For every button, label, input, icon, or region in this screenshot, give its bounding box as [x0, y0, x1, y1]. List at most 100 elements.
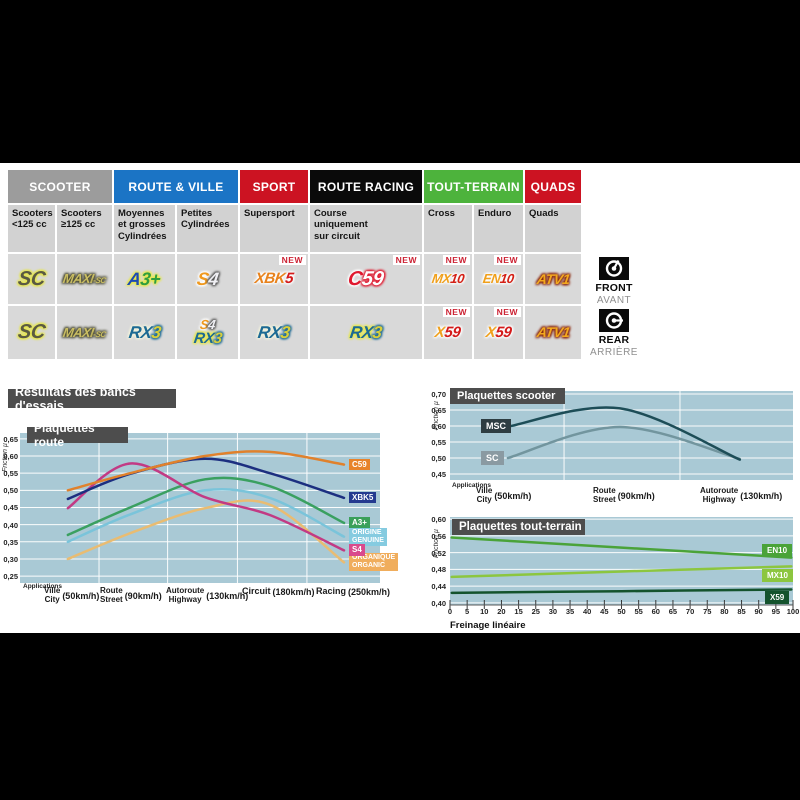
avant-label: AVANT — [596, 295, 632, 306]
product-cell-atv1: ATV1 — [525, 254, 581, 304]
new-badge: NEW — [493, 307, 521, 317]
new-badge: NEW — [442, 307, 470, 317]
x-station-en: Highway — [168, 594, 202, 604]
new-badge: NEW — [493, 255, 521, 265]
x-tick-label: 25 — [531, 607, 540, 616]
x-tick-label: 95 — [771, 607, 781, 616]
product-cell-s4-rx3: S4 RX3 — [177, 306, 238, 359]
table-subheader-6: Cross — [424, 205, 472, 252]
subheader-line: Cross — [428, 208, 455, 219]
logo-text: 59 — [494, 323, 513, 341]
subheader-line: et grosses — [118, 219, 166, 231]
y-tick-label: 0,65 — [431, 406, 446, 415]
y-tick-label: 0,55 — [3, 469, 18, 479]
product-cell-mx10: MX10 NEW — [424, 254, 472, 304]
rear-brake-icon — [599, 309, 629, 332]
x-station-fr: Ville — [476, 486, 493, 495]
product-cell-x59: X59 NEW — [474, 306, 523, 359]
logo-text: 10 — [499, 271, 515, 287]
x-station-fr: Autoroute — [700, 486, 739, 495]
series-line-en10 — [450, 536, 793, 559]
series-label-a3-: A3+ — [349, 516, 370, 529]
friction-axis-label: Friction µ — [2, 443, 9, 472]
logo-text: 3 — [212, 330, 223, 348]
product-logo-rx3: RX3 — [348, 322, 383, 342]
x-station-speed: (50km/h) — [62, 590, 100, 601]
y-tick-label: 0,35 — [3, 537, 18, 547]
product-logo-s4-rx3: RX3 — [192, 330, 223, 348]
chart-title-bar-plaquettes-route: Plaquettes route — [27, 421, 128, 449]
y-tick-label: 0,60 — [431, 515, 446, 525]
product-logo-xbk5: XBK5 — [254, 270, 294, 287]
logo-text: MAXI — [62, 324, 95, 340]
table-subheader-8: Quads — [525, 205, 581, 252]
x-tick-label: 5 — [465, 607, 470, 616]
results-title-bar: Résultats des bancs d'essais — [8, 385, 176, 413]
rear-label: REAR — [598, 334, 630, 346]
x-station-label: Racing (250km/h) — [316, 586, 390, 597]
table-group-label: QUADS — [530, 179, 576, 194]
subheader-line: Petites — [181, 208, 213, 219]
x-station-label: Route Street (90km/h) — [100, 586, 162, 604]
series-label-line: GENUINE — [352, 536, 384, 544]
series-label-s4: S4 — [349, 544, 365, 556]
logo-text: 3+ — [139, 268, 162, 289]
x-axis-label: Freinage linéaire — [450, 620, 526, 631]
x-station-names: Route Street — [100, 586, 123, 604]
series-label-line: SC — [486, 453, 499, 463]
x-station-en: City — [476, 494, 492, 504]
y-tick-label: 0,56 — [431, 531, 446, 541]
logo-text: RX — [348, 322, 375, 342]
x-station-fr: Route — [100, 586, 123, 595]
subheader-line: Scooters — [61, 208, 102, 219]
chart-title: Plaquettes scooter — [457, 390, 556, 402]
y-tick-label: 0,50 — [3, 486, 18, 496]
product-cell-maxi-sc: MAXI-SC — [57, 254, 112, 304]
subheader-line: Moyennes — [118, 208, 165, 219]
y-tick-label: 0,50 — [431, 454, 446, 463]
series-label-c59: C59 — [349, 458, 370, 470]
table-subheader-7: Enduro — [474, 205, 523, 252]
logo-text: -SC — [92, 276, 107, 286]
logo-text: -SC — [92, 329, 107, 339]
y-tick-label: 0,70 — [431, 390, 446, 399]
series-label-line: C59 — [352, 459, 367, 469]
x-station-names: Route Street — [593, 486, 616, 504]
table-subheader-0: Scooters <125 cc — [8, 205, 55, 252]
logo-text: 59 — [443, 323, 462, 341]
x-tick-label: 45 — [600, 607, 609, 616]
x-tick-label: 70 — [685, 607, 695, 616]
series-label-line: XBK5 — [352, 492, 374, 502]
y-tick-label: 0,52 — [431, 548, 446, 558]
y-tick-label: 0,45 — [3, 503, 18, 513]
front-label: FRONT — [595, 282, 633, 294]
applications-label: Applications — [23, 583, 63, 590]
product-cell-a3-: A3+ — [114, 254, 175, 304]
table-group-label: SCOOTER — [29, 179, 91, 194]
front-axle-block: FRONT AVANT — [588, 257, 640, 306]
x-station-speed: (50km/h) — [494, 490, 532, 501]
new-badge: NEW — [392, 255, 420, 265]
series-line-a3- — [66, 476, 346, 537]
x-tick-label: 50 — [617, 607, 626, 616]
product-cell-sc: SC — [8, 254, 55, 304]
series-line-msc — [506, 406, 742, 461]
product-cell-en10: EN10 NEW — [474, 254, 523, 304]
product-logo-c59: C59 — [347, 268, 385, 290]
series-line-xbk5 — [66, 457, 346, 501]
x-station-fr: Autoroute — [166, 586, 205, 595]
logo-text: RX — [192, 330, 215, 348]
x-station-en: Highway — [702, 494, 736, 504]
product-logo-a3-: A3+ — [127, 268, 162, 289]
applications-label: Applications — [452, 482, 492, 489]
x-tick-label: 55 — [634, 607, 643, 616]
y-tick-label: 0,44 — [431, 582, 446, 592]
arriere-label: ARRIÈRE — [590, 347, 638, 358]
subheader-line: Quads — [529, 208, 559, 219]
table-group-label: SPORT — [252, 179, 296, 194]
logo-text: SC — [16, 267, 47, 290]
product-logo-maxi-sc: MAXI-SC — [62, 324, 107, 340]
series-label-line: MSC — [486, 421, 506, 431]
y-tick-label: 0,40 — [431, 598, 446, 608]
